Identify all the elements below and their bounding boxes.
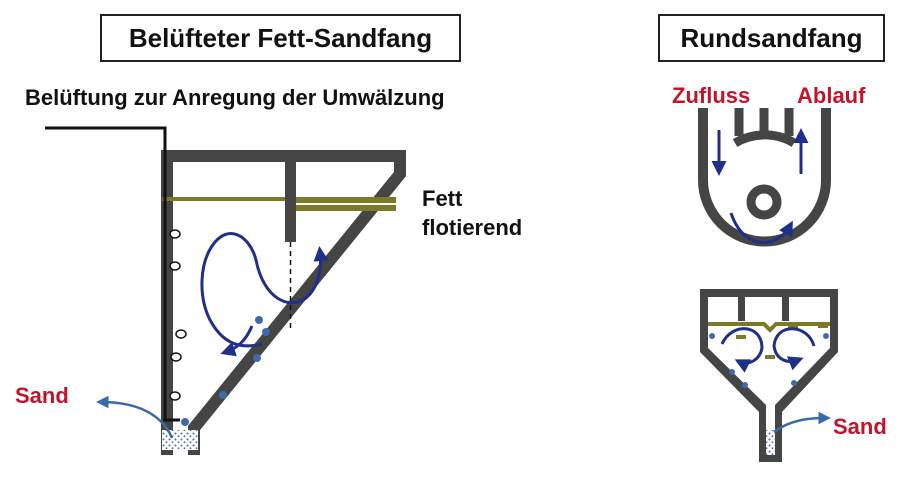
inflow-label: Zufluss: [672, 83, 751, 108]
sand-particle: [219, 391, 227, 399]
right-sand-pocket: [766, 430, 775, 455]
sand-particle: [255, 316, 263, 324]
sand-removal-arrow-right: [773, 411, 831, 434]
left-diagram-title: Belüfteter Fett-Sandfang: [100, 14, 461, 62]
sand-particle: [709, 333, 715, 339]
circulation-return-arrow: [220, 325, 254, 357]
sand-particle: [791, 380, 797, 386]
aerated-sand-trap: [45, 126, 406, 455]
sand-removal-arrow-left: [96, 395, 174, 439]
sand-particle: [181, 418, 189, 426]
aeration-pipe: [45, 126, 180, 422]
rotation-flow-arrow: [729, 212, 793, 244]
sand-label-right: Sand: [833, 414, 887, 439]
grease-particle: [736, 335, 746, 339]
funnel-flow-arrow-right: [772, 327, 816, 371]
aeration-label: Belüftung zur Anregung der Umwälzung: [25, 85, 445, 110]
round-trap-inner-arc: [732, 130, 797, 147]
funnel-divider-left: [738, 297, 745, 321]
circulation-flow-arrow: [200, 232, 329, 348]
grease-particle: [818, 324, 828, 328]
grease-particle: [788, 324, 798, 328]
air-bubble: [169, 261, 181, 271]
funnel-flow-arrow-left: [720, 327, 764, 373]
air-bubble: [175, 329, 187, 339]
air-bubble: [169, 229, 181, 239]
air-bubble: [170, 352, 182, 362]
sand-particle: [262, 328, 270, 336]
left-sand-pocket: [162, 430, 198, 450]
right-diagram-title: Rundsandfang: [658, 14, 885, 62]
sand-particle: [742, 382, 748, 388]
circular-sand-trap: [698, 108, 838, 462]
sand-particle: [253, 354, 261, 362]
funnel-divider-right: [782, 297, 789, 321]
outflow-label: Ablauf: [797, 83, 866, 108]
grease-particle: [765, 355, 775, 359]
grease-label-line2: flotierend: [422, 215, 523, 240]
sand-particle: [729, 369, 735, 375]
air-bubble: [169, 391, 181, 401]
sand-label-left: Sand: [15, 383, 69, 408]
round-trap-core: [746, 184, 782, 220]
sand-particle: [823, 333, 829, 339]
baffle-wall: [285, 156, 296, 242]
grease-label-line1: Fett: [422, 186, 463, 211]
